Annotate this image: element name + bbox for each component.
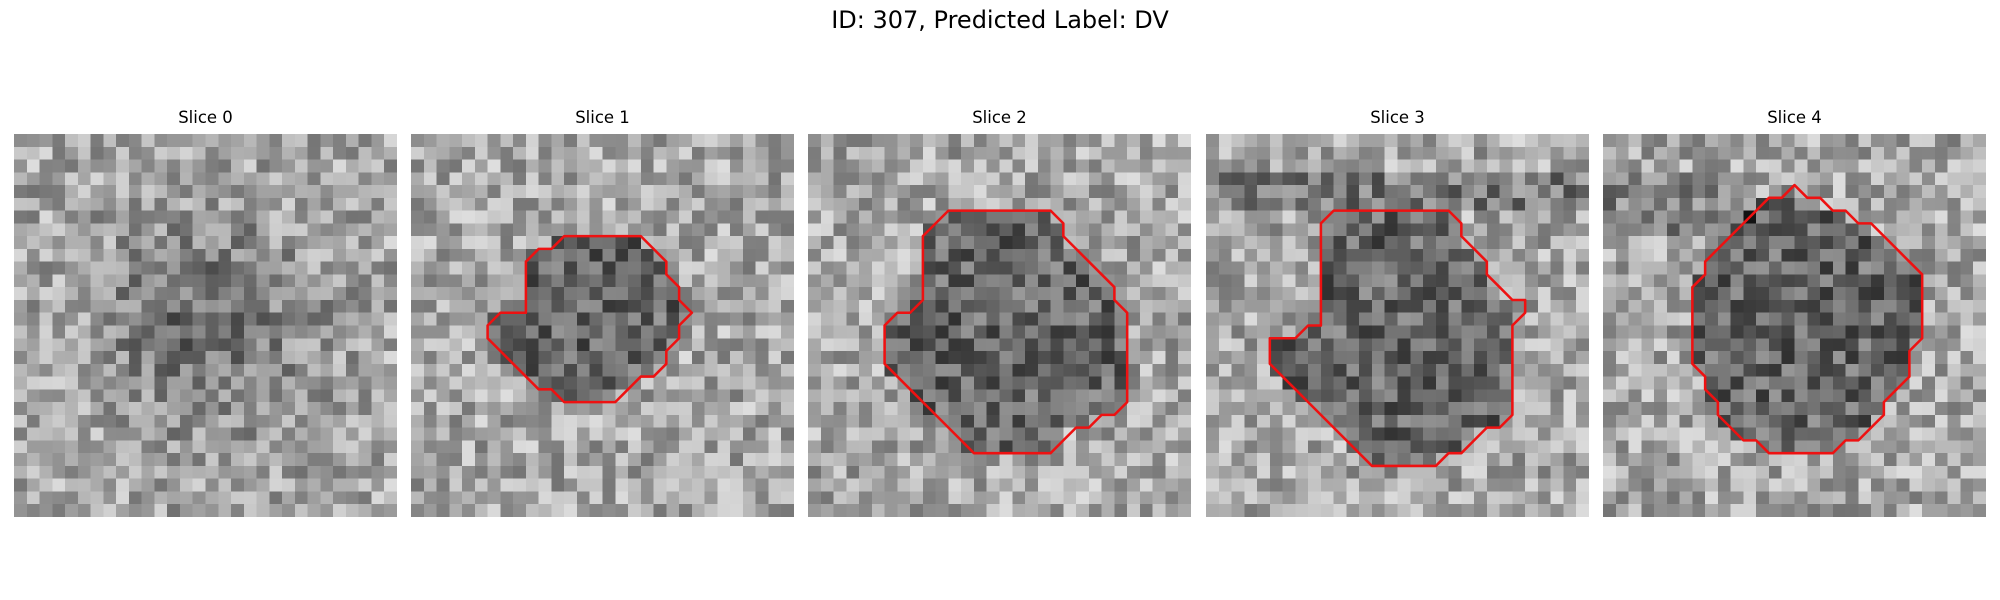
segmentation-contour [486, 234, 694, 404]
panel-title-slice-1: Slice 1 [575, 108, 630, 127]
segmentation-contour [1268, 209, 1527, 468]
segmentation-contour [883, 209, 1129, 455]
segmentation-contour [1691, 183, 1924, 455]
slice-1-image [411, 134, 794, 517]
panel-title-slice-4: Slice 4 [1767, 108, 1822, 127]
slice-4-image [1603, 134, 1986, 517]
panel-title-slice-3: Slice 3 [1370, 108, 1425, 127]
slice-0-image [14, 134, 397, 517]
panel-title-slice-2: Slice 2 [972, 108, 1027, 127]
slice-3-image [1206, 134, 1589, 517]
panel-title-slice-0: Slice 0 [178, 108, 233, 127]
figure-title: ID: 307, Predicted Label: DV [831, 6, 1169, 34]
slice-2-image [808, 134, 1191, 517]
